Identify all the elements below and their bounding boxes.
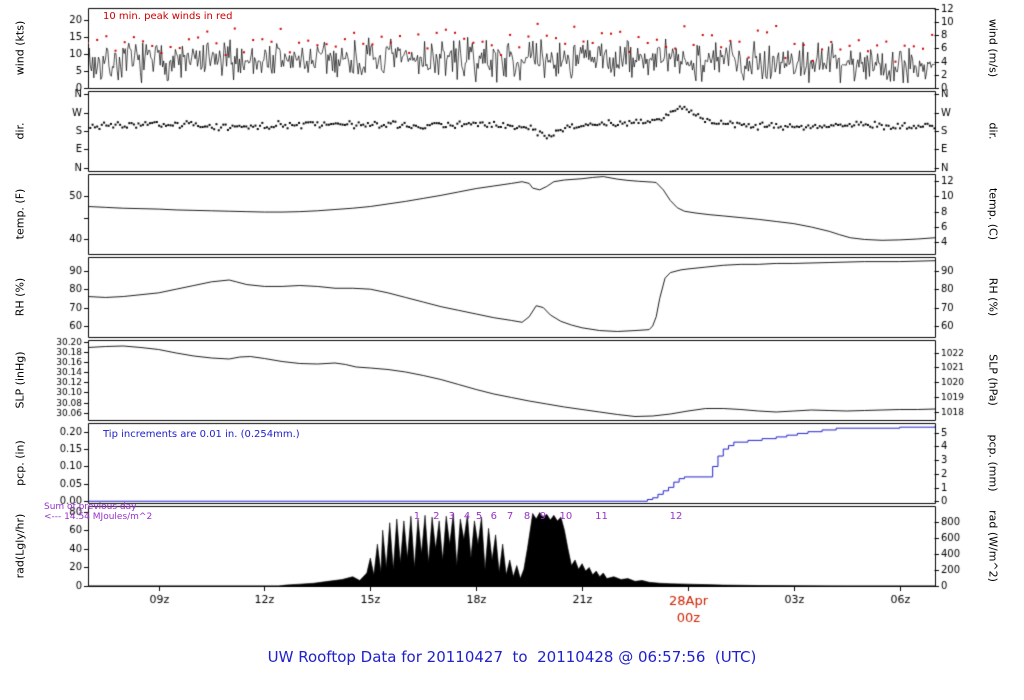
chart-title: UW Rooftop Data for 20110427 to 20110428… — [267, 648, 757, 666]
rad-hour-mark: 8 — [523, 511, 531, 522]
rad-hour-mark: 4 — [463, 511, 471, 522]
ylabel-rh-right: RH (%) — [986, 277, 1000, 317]
tip-increments-note: Tip increments are 0.01 in. (0.254mm.) — [103, 429, 300, 440]
ylabel-slp-inhg: SLP (inHg) — [13, 351, 27, 409]
rad-hour-mark: 5 — [475, 511, 483, 522]
rad-hour-mark: 10 — [559, 511, 573, 522]
rad-hour-mark: 12 — [669, 511, 683, 522]
ylabel-temp-f: temp. (F) — [13, 188, 27, 240]
ylabel-wind-ms: wind (m/s) — [986, 18, 1000, 78]
rad-hour-mark: 3 — [448, 511, 456, 522]
rad-hour-marks: 1 2 3 4 5 6 7 8 9 10 11 12 — [0, 511, 1024, 525]
ylabel-rh-left: RH (%) — [13, 277, 27, 317]
rad-hour-mark: 7 — [506, 511, 514, 522]
rad-hour-mark: 2 — [433, 511, 440, 522]
ylabel-temp-c: temp. (C) — [986, 187, 1000, 241]
ylabel-wind-kts: wind (kts) — [13, 20, 27, 76]
peak-winds-note: 10 min. peak winds in red — [103, 11, 233, 22]
ylabel-dir-right: dir. — [986, 122, 1000, 140]
rad-sum-note-line1: Sum of previous day — [44, 502, 137, 512]
rad-hour-mark: 11 — [595, 511, 608, 522]
rad-hour-mark: 1 — [413, 511, 421, 522]
ylabel-pcp-in: pcp. (in) — [13, 440, 27, 486]
ylabel-dir-left: dir. — [13, 122, 27, 140]
ylabel-pcp-mm: pcp. (mm) — [986, 434, 1000, 492]
rad-sum-note-line2: <--- 14.54 MJoules/m^2 — [44, 512, 153, 522]
rad-hour-mark: 9 — [539, 511, 547, 522]
rad-hour-mark: 6 — [490, 511, 498, 522]
ylabel-slp-hpa: SLP (hPa) — [986, 354, 1000, 406]
